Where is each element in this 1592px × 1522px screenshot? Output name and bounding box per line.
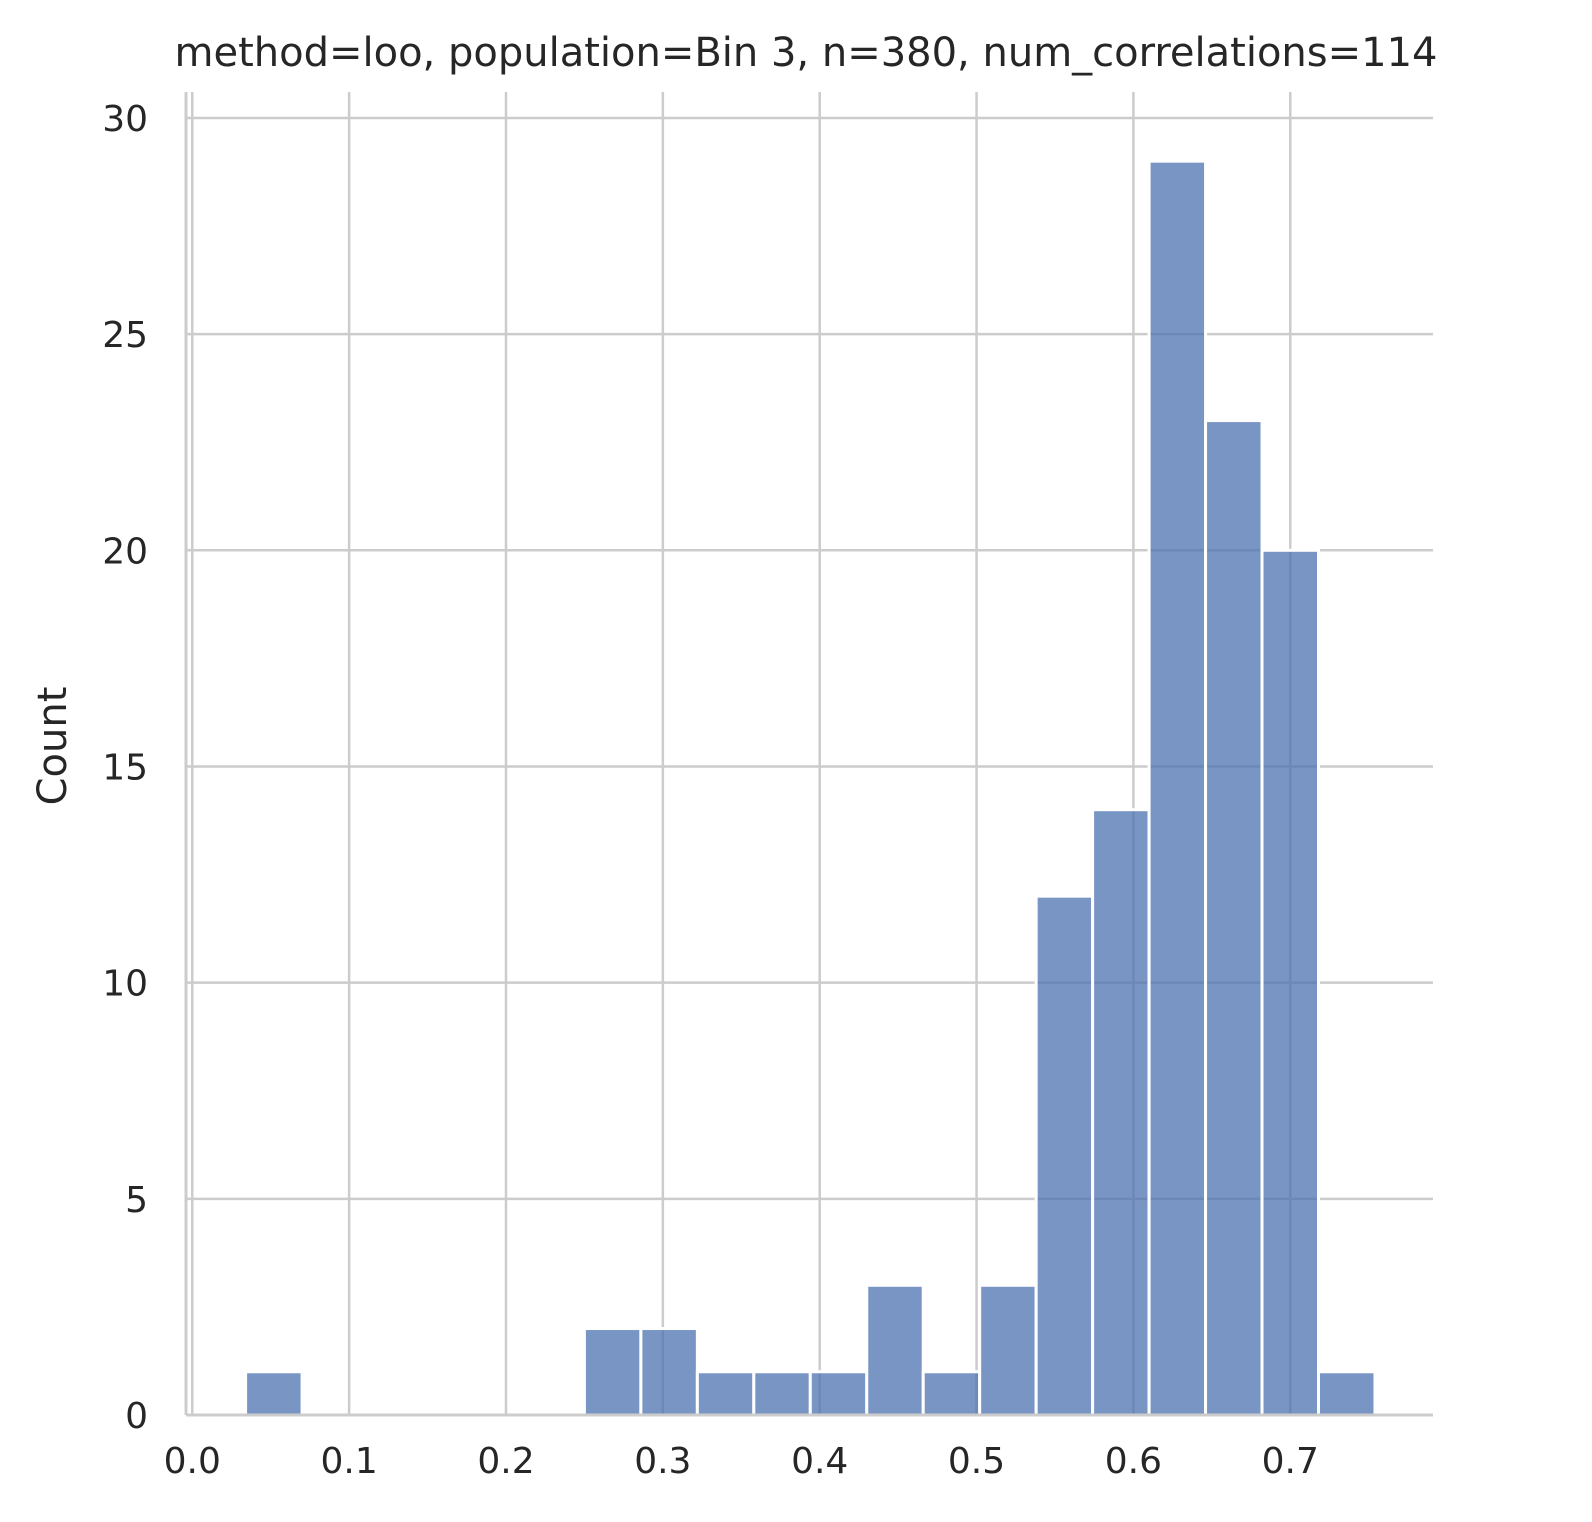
histogram-bar	[1204, 419, 1264, 1417]
x-tick-label: 0.7	[1262, 1441, 1319, 1482]
y-tick-label: 15	[102, 747, 148, 788]
histogram-bar	[1091, 808, 1151, 1417]
histogram-bar	[1034, 894, 1095, 1417]
histogram-bar	[1260, 548, 1320, 1417]
y-tick-label: 25	[102, 315, 148, 356]
y-tick-label: 10	[102, 964, 148, 1005]
histogram-bar	[244, 1370, 304, 1417]
x-tick-label: 0.3	[634, 1441, 691, 1482]
histogram-bar	[695, 1370, 756, 1417]
histogram-bar	[639, 1327, 699, 1417]
histogram-bar	[808, 1370, 869, 1417]
tick-layer: 0.0 0.1 0.2 0.3 0.4 0.5 0.6 0.7 0 5 10 15 20 25 30	[102, 99, 1319, 1482]
histogram-bar	[1147, 159, 1208, 1417]
histogram-bar	[921, 1370, 982, 1417]
x-tick-label: 0.6	[1105, 1441, 1162, 1482]
x-tick-label: 0.2	[477, 1441, 534, 1482]
histogram-bar	[978, 1283, 1038, 1417]
histogram-bar	[582, 1327, 643, 1417]
histogram-bar	[865, 1283, 925, 1417]
spine-layer	[184, 92, 1433, 1417]
x-tick-label: 0.1	[320, 1441, 377, 1482]
y-tick-label: 30	[102, 99, 148, 140]
histogram-bar	[752, 1370, 812, 1417]
y-tick-label: 20	[102, 531, 148, 572]
bar-layer	[244, 159, 1377, 1417]
chart-title: method=loo, population=Bin 3, n=380, num…	[175, 30, 1438, 76]
y-axis-label: Count	[30, 687, 76, 806]
histogram-bar	[1316, 1370, 1377, 1417]
y-tick-label: 0	[125, 1396, 148, 1437]
x-tick-label: 0.0	[164, 1441, 221, 1482]
x-tick-label: 0.4	[791, 1441, 848, 1482]
y-tick-label: 5	[125, 1180, 148, 1221]
x-tick-label: 0.5	[948, 1441, 1005, 1482]
